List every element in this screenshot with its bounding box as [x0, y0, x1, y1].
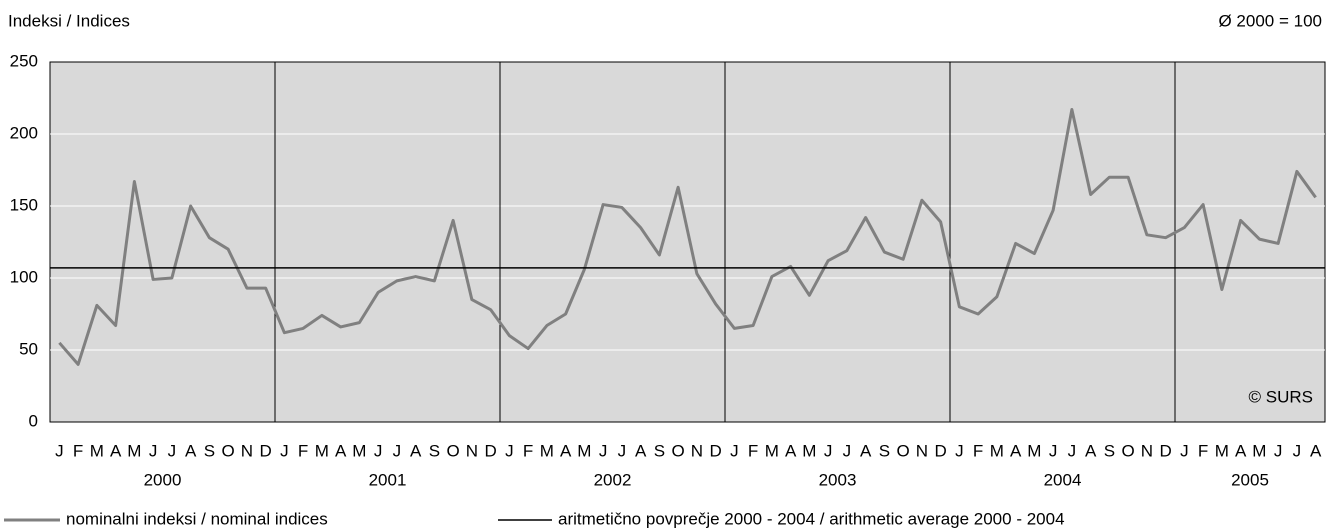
x-tick-label: A	[560, 441, 572, 460]
year-label: 2003	[819, 470, 857, 489]
x-tick-label: M	[1215, 441, 1229, 460]
x-tick-label: J	[374, 441, 383, 460]
x-tick-label: J	[280, 441, 289, 460]
year-label: 2004	[1044, 470, 1082, 489]
x-tick-label: A	[110, 441, 122, 460]
x-tick-label: F	[73, 441, 83, 460]
y-tick-label: 50	[19, 339, 38, 358]
y-tick-label: 150	[10, 195, 38, 214]
x-tick-label: A	[335, 441, 347, 460]
legend-label: aritmetično povprečje 2000 - 2004 / arit…	[558, 509, 1065, 528]
x-tick-label: M	[1252, 441, 1266, 460]
x-tick-label: N	[916, 441, 928, 460]
x-tick-label: M	[90, 441, 104, 460]
x-tick-label: F	[298, 441, 308, 460]
x-tick-label: S	[654, 441, 665, 460]
x-tick-label: J	[730, 441, 739, 460]
year-label: 2000	[144, 470, 182, 489]
x-tick-label: J	[149, 441, 158, 460]
x-tick-label: M	[315, 441, 329, 460]
series-line	[58, 108, 1317, 366]
x-tick-label: S	[429, 441, 440, 460]
year-label: 2005	[1231, 470, 1269, 489]
x-tick-label: M	[127, 441, 141, 460]
x-tick-label: N	[241, 441, 253, 460]
y-tick-label: 100	[10, 267, 38, 286]
x-tick-label: J	[505, 441, 514, 460]
x-tick-label: J	[843, 441, 852, 460]
year-label: 2001	[369, 470, 407, 489]
x-tick-label: M	[1027, 441, 1041, 460]
x-tick-label: D	[934, 441, 946, 460]
x-tick-label: O	[897, 441, 910, 460]
x-tick-label: J	[1049, 441, 1058, 460]
year-label: 2002	[594, 470, 632, 489]
x-tick-label: A	[1010, 441, 1022, 460]
x-tick-label: M	[802, 441, 816, 460]
y-tick-label: 0	[29, 411, 38, 430]
x-tick-label: A	[1085, 441, 1097, 460]
x-tick-label: M	[352, 441, 366, 460]
x-tick-label: N	[1141, 441, 1153, 460]
x-tick-label: M	[540, 441, 554, 460]
x-tick-label: J	[1180, 441, 1189, 460]
x-tick-label: A	[785, 441, 797, 460]
x-tick-label: A	[860, 441, 872, 460]
x-tick-label: D	[1159, 441, 1171, 460]
x-tick-label: O	[447, 441, 460, 460]
x-tick-label: D	[484, 441, 496, 460]
x-tick-label: J	[393, 441, 402, 460]
y-tick-label: 200	[10, 123, 38, 142]
plot-area	[49, 61, 1326, 423]
x-tick-label: S	[879, 441, 890, 460]
x-tick-label: S	[204, 441, 215, 460]
x-tick-label: N	[466, 441, 478, 460]
x-tick-label: A	[185, 441, 197, 460]
x-tick-label: O	[222, 441, 235, 460]
x-tick-label: A	[635, 441, 647, 460]
x-tick-label: J	[1293, 441, 1302, 460]
x-tick-label: J	[1274, 441, 1283, 460]
x-tick-label: J	[824, 441, 833, 460]
x-tick-label: F	[523, 441, 533, 460]
x-tick-label: F	[748, 441, 758, 460]
x-tick-label: J	[599, 441, 608, 460]
x-tick-label: J	[168, 441, 177, 460]
x-tick-label: F	[1198, 441, 1208, 460]
x-tick-label: S	[1104, 441, 1115, 460]
legend-label: nominalni indeksi / nominal indices	[66, 509, 328, 528]
x-tick-label: F	[973, 441, 983, 460]
x-tick-label: J	[55, 441, 64, 460]
x-tick-label: N	[691, 441, 703, 460]
x-tick-label: M	[577, 441, 591, 460]
x-tick-label: D	[259, 441, 271, 460]
subtitle-right: Ø 2000 = 100	[1218, 11, 1322, 30]
x-tick-label: A	[1235, 441, 1247, 460]
x-tick-label: M	[990, 441, 1004, 460]
x-tick-label: D	[709, 441, 721, 460]
x-tick-label: J	[618, 441, 627, 460]
x-tick-label: O	[672, 441, 685, 460]
x-tick-label: M	[765, 441, 779, 460]
x-tick-label: O	[1122, 441, 1135, 460]
x-tick-label: J	[1068, 441, 1077, 460]
x-tick-label: A	[1310, 441, 1322, 460]
subtitle-left: Indeksi / Indices	[8, 11, 130, 30]
x-tick-label: J	[955, 441, 964, 460]
x-tick-label: A	[410, 441, 422, 460]
y-tick-label: 250	[10, 51, 38, 70]
note: © SURS	[1249, 387, 1313, 406]
